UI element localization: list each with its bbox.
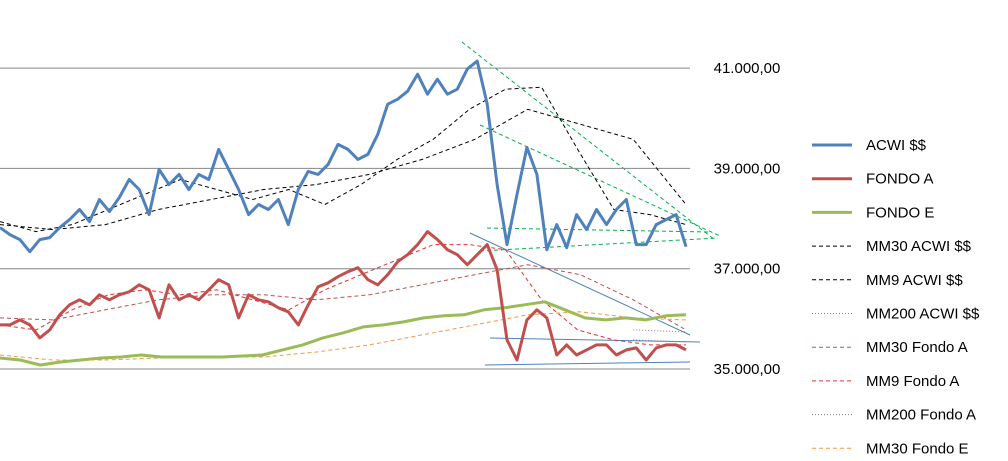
series-line: [0, 264, 687, 331]
series-line: [0, 86, 687, 233]
trend-line: [489, 337, 701, 343]
legend-label: MM30 Fondo A: [866, 339, 968, 356]
legend-label: FONDO A: [866, 171, 934, 188]
y-tick-label: 35.000,00: [714, 361, 781, 378]
series-line: [0, 300, 687, 367]
trend-line: [486, 227, 711, 233]
legend-label: MM200 Fondo A: [866, 407, 976, 424]
trend-line: [479, 237, 719, 252]
series-line: [0, 230, 687, 362]
series-line: [0, 59, 688, 254]
trend-line: [479, 124, 721, 237]
series-line: [633, 329, 687, 333]
trend-line: [484, 361, 691, 366]
legend-label: MM30 Fondo E: [866, 440, 969, 457]
legend-label: MM9 ACWI $$: [866, 272, 963, 289]
legend-label: MM30 ACWI $$: [866, 238, 972, 255]
y-tick-label: 39.000,00: [714, 160, 781, 177]
legend-label: FONDO E: [866, 204, 934, 221]
legend-label: ACWI $$: [866, 137, 927, 154]
legend-label: MM9 Fondo A: [866, 373, 959, 390]
series-line: [0, 108, 687, 231]
trend-line: [461, 41, 716, 241]
y-tick-label: 41.000,00: [714, 60, 781, 77]
series-line: [0, 244, 686, 346]
y-tick-label: 37.000,00: [714, 261, 781, 278]
legend-label: MM200 ACWI $$: [866, 305, 980, 322]
